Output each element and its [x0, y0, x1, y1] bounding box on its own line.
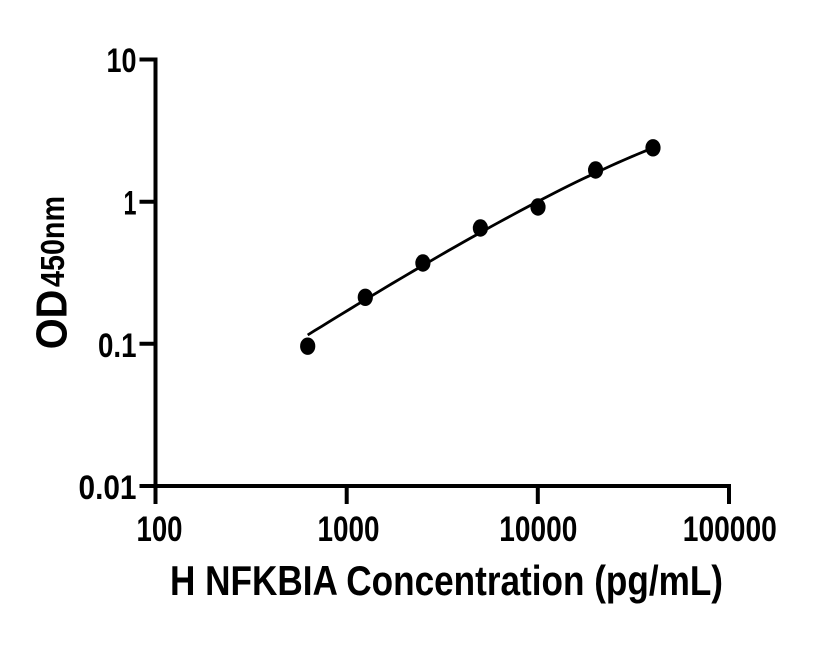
svg-text:OD: OD	[28, 290, 77, 350]
svg-text:0.01: 0.01	[79, 469, 137, 507]
svg-text:0.1: 0.1	[98, 327, 137, 365]
svg-text:10: 10	[107, 42, 137, 80]
svg-text:450nm: 450nm	[34, 196, 71, 287]
svg-text:10000: 10000	[499, 510, 577, 549]
svg-text:1: 1	[124, 185, 137, 223]
svg-text:100000: 100000	[683, 510, 777, 549]
svg-text:H NFKBIA Concentration (pg/mL): H NFKBIA Concentration (pg/mL)	[170, 557, 723, 604]
svg-text:1000: 1000	[318, 510, 380, 549]
svg-text:100: 100	[137, 510, 183, 549]
